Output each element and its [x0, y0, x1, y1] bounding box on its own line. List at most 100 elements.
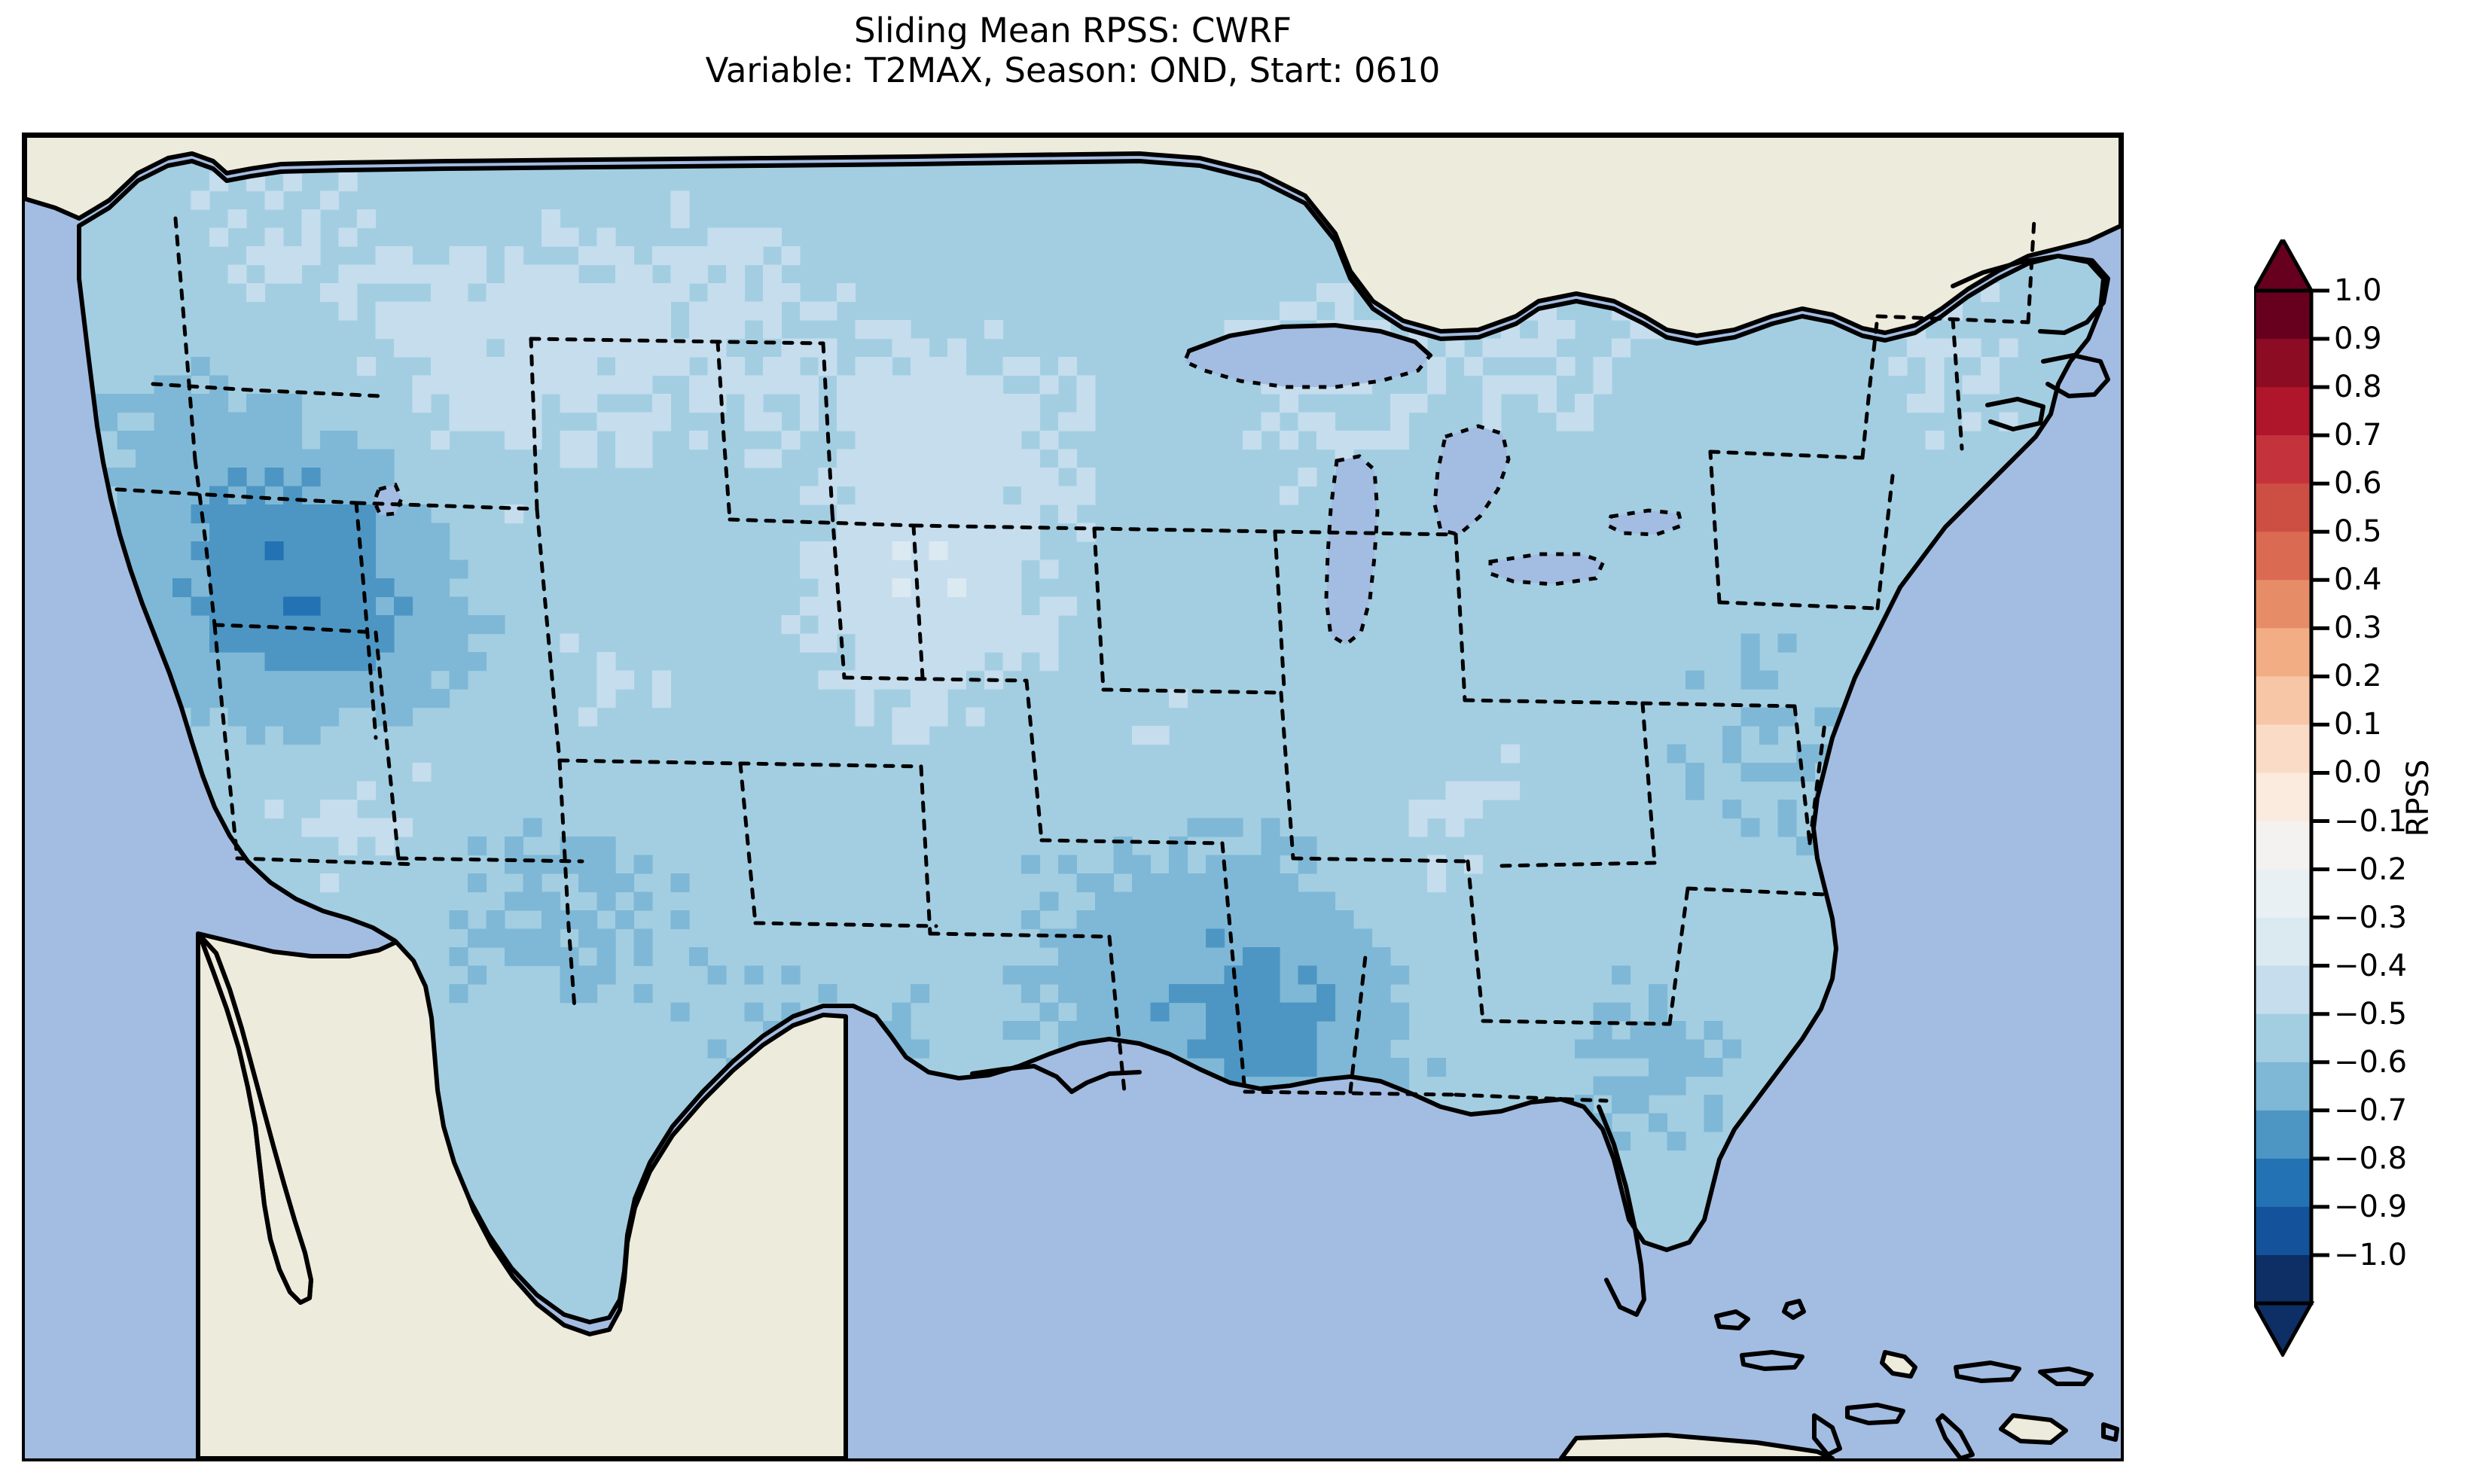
state-border — [738, 761, 758, 925]
colorbar-band — [2254, 676, 2311, 726]
state-border — [1951, 317, 1964, 451]
colorbar-band — [2254, 339, 2311, 388]
state-border — [374, 630, 401, 861]
state-border — [1717, 600, 1880, 611]
lake-erie — [1488, 552, 1606, 587]
colorbar-over-arrow — [2254, 239, 2315, 293]
state-border — [1708, 449, 1722, 605]
colorbar-tick-label: −0.5 — [2334, 996, 2408, 1031]
state-border — [1640, 701, 1657, 865]
colorbar-outline — [2254, 288, 2314, 1306]
colorbar-tick-label: 0.0 — [2334, 755, 2382, 791]
rpss-cell-group — [892, 541, 967, 598]
colorbar-tick-label: −1.0 — [2334, 1237, 2408, 1272]
state-border — [738, 761, 923, 769]
state-border — [1499, 861, 1657, 868]
colorbar-band — [2254, 917, 2311, 967]
state-border — [928, 931, 1112, 939]
state-border — [830, 510, 847, 680]
rpss-cell-group — [264, 541, 321, 616]
colorbar-tick-label: 0.9 — [2334, 321, 2382, 357]
colorbar-band — [2254, 435, 2311, 484]
state-border — [1273, 529, 1458, 537]
colorbar-tick-label: 0.2 — [2334, 659, 2382, 694]
state-border — [1092, 526, 1277, 534]
lake-ontario — [1605, 508, 1684, 537]
colorbar-tick-label: −0.6 — [2334, 1044, 2408, 1080]
colorbar-tick-label: 0.7 — [2334, 418, 2382, 453]
rpss-cell-group — [79, 161, 2103, 1322]
colorbar-band — [2254, 483, 2311, 532]
state-border — [2026, 218, 2036, 325]
state-border — [1708, 449, 1865, 460]
colorbar-tick-label: 0.3 — [2334, 611, 2382, 646]
state-border — [911, 523, 1097, 531]
state-border — [1454, 532, 1467, 702]
state-border — [1463, 698, 1645, 705]
chart-title-block: Sliding Mean RPSS: CWRF Variable: T2MAX,… — [0, 0, 2146, 90]
state-border — [1291, 856, 1470, 864]
coastline-layer — [77, 159, 2119, 1458]
state-border — [173, 216, 197, 462]
coastline-segment — [1597, 1105, 1646, 1317]
lakes-layer — [372, 323, 1684, 648]
state-border — [1860, 314, 1880, 460]
state-border — [1875, 474, 1895, 611]
colorbar-band — [2254, 772, 2311, 822]
coastline-segment — [197, 933, 313, 1305]
state-border — [151, 382, 381, 398]
coastline-segment — [1714, 1309, 1750, 1330]
state-border — [235, 856, 419, 867]
land-layer — [25, 136, 2121, 1458]
state-border — [535, 507, 562, 763]
rpss-data-layer — [79, 161, 2103, 1322]
state-border — [396, 856, 584, 864]
coastline-segment — [1985, 397, 2045, 431]
colorbar-band — [2254, 1110, 2311, 1159]
state-border — [1243, 1089, 1458, 1097]
colorbar-axis-label: RPSS — [2401, 759, 2436, 837]
state-border — [715, 340, 732, 522]
state-border — [529, 337, 825, 346]
rpss-cell-group — [191, 172, 2018, 893]
coastline-segment — [1740, 1350, 1804, 1371]
lake-superior — [1182, 323, 1433, 389]
colorbar-under-arrow — [2254, 1301, 2315, 1357]
page-subtitle: Variable: T2MAX, Season: OND, Start: 061… — [705, 50, 1441, 91]
colorbar-tick-label: −0.4 — [2334, 948, 2408, 983]
state-border — [1466, 859, 1485, 1023]
state-border — [1279, 690, 1295, 861]
colorbar-band — [2254, 821, 2311, 870]
colorbar-tick-label: −0.8 — [2334, 1141, 2408, 1176]
coastline-segment — [1954, 1361, 2021, 1383]
colorbar-tick-label: −0.7 — [2334, 1092, 2408, 1128]
state-border — [1454, 1092, 1609, 1103]
colorbar-band — [2254, 1254, 2311, 1304]
coastline-segment — [1782, 1299, 1806, 1320]
state-border — [1640, 701, 1797, 708]
colorbar-tick-label: −0.1 — [2334, 803, 2408, 839]
state-border — [1101, 687, 1283, 695]
colorbar-band — [2254, 580, 2311, 629]
state-border — [212, 623, 378, 635]
state-border — [1273, 529, 1286, 690]
coastline-segment — [2041, 353, 2110, 398]
state-border — [1685, 886, 1827, 897]
state-border — [1107, 934, 1127, 1094]
coastline-segment — [970, 1064, 1142, 1094]
state-border — [753, 921, 938, 928]
state-border — [842, 675, 1029, 683]
hispaniola-landmass — [1999, 1413, 2068, 1445]
state-border — [354, 501, 539, 511]
colorbar-tick-label: 0.1 — [2334, 707, 2382, 742]
colorbar-tick-label: 1.0 — [2334, 273, 2382, 308]
colorbar-band — [2254, 532, 2311, 580]
rpss-cell-group — [79, 357, 1871, 1188]
colorbar-band — [2254, 1062, 2311, 1111]
colorbar-band — [2254, 1158, 2311, 1208]
colorbar-tick-label: 0.4 — [2334, 562, 2382, 598]
bahamas-landmass — [1880, 1350, 1917, 1379]
canada-landmass — [25, 136, 2121, 338]
coastline-segment — [1845, 1403, 1905, 1425]
state-border — [1039, 838, 1225, 846]
